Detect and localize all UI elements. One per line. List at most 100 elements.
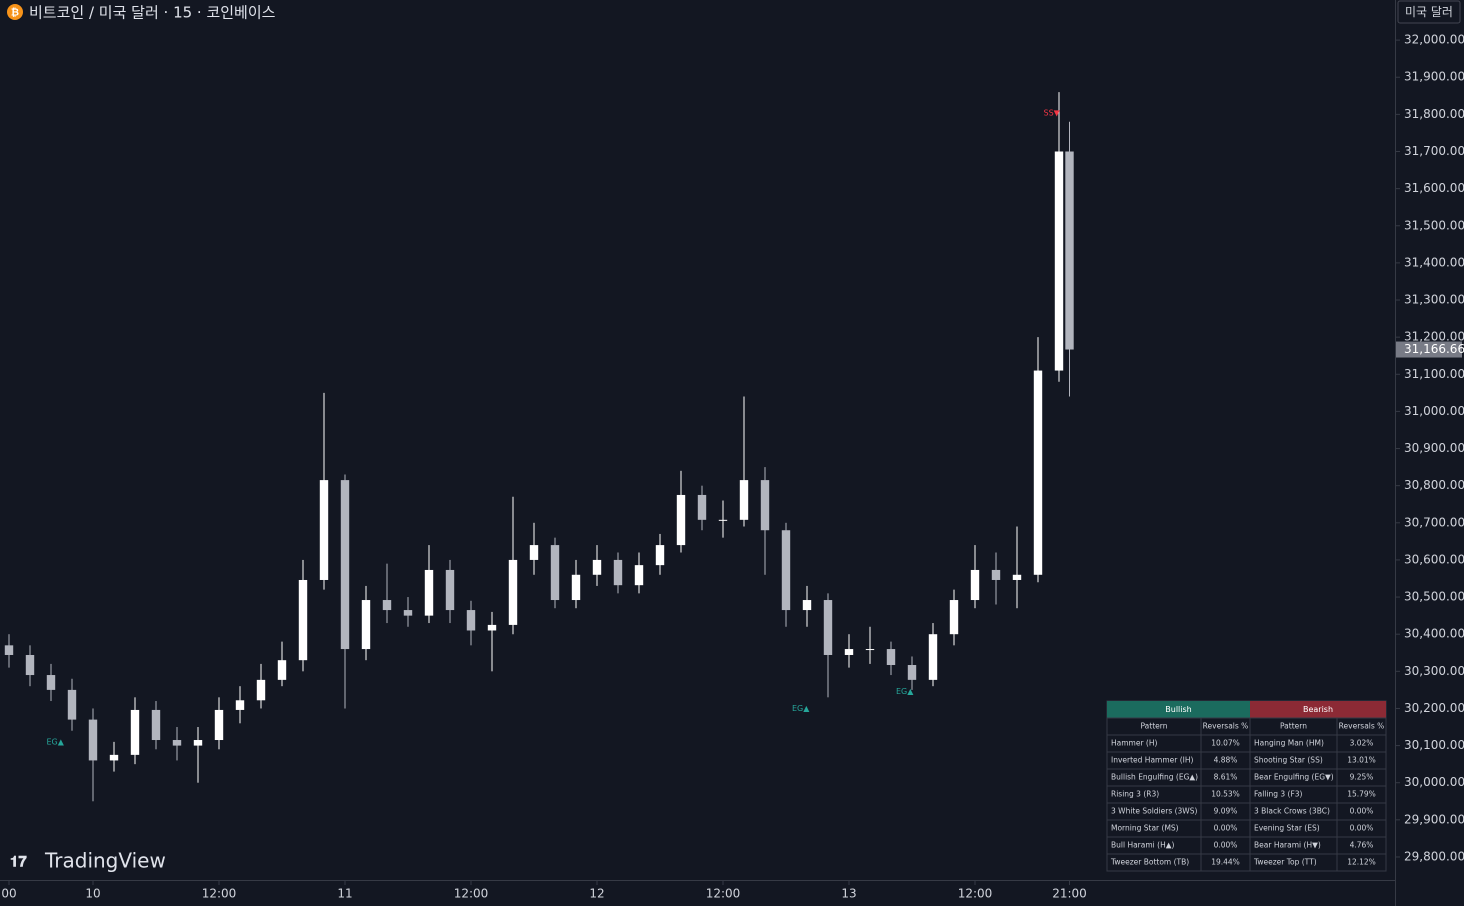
x-tick-label: 13 bbox=[841, 887, 856, 901]
y-tick-label: 31,900.00 bbox=[1404, 70, 1464, 84]
table-cell: Bear Harami (H▼) bbox=[1254, 841, 1321, 850]
candle-body bbox=[298, 579, 308, 661]
table-cell: 0.00% bbox=[1350, 824, 1374, 833]
btc-icon bbox=[7, 4, 23, 20]
table-cell: Pattern bbox=[1280, 722, 1307, 731]
candle-body bbox=[676, 494, 686, 546]
candle-body bbox=[550, 545, 560, 601]
table-cell: Reversals % bbox=[1339, 722, 1385, 731]
table-cell: 9.09% bbox=[1214, 807, 1238, 816]
candle-body bbox=[277, 660, 287, 680]
y-tick-label: 30,800.00 bbox=[1404, 478, 1464, 492]
candle-body bbox=[823, 600, 833, 655]
table-cell: 10.53% bbox=[1211, 790, 1240, 799]
candle-body bbox=[865, 649, 875, 651]
candle-body bbox=[4, 645, 14, 655]
candle-body bbox=[151, 709, 161, 741]
y-tick-label: 30,600.00 bbox=[1404, 552, 1464, 566]
y-tick-label: 31,300.00 bbox=[1404, 293, 1464, 307]
x-tick-label: 12 bbox=[589, 887, 604, 901]
candle-body bbox=[508, 559, 518, 625]
candle-body bbox=[424, 569, 434, 616]
candle-body bbox=[991, 569, 1001, 580]
table-cell: 9.25% bbox=[1350, 773, 1374, 782]
candle-body bbox=[340, 480, 350, 650]
x-tick-label: 12:00 bbox=[706, 887, 741, 901]
table-header: Bearish bbox=[1303, 705, 1333, 714]
candle-body bbox=[760, 480, 770, 531]
table-cell: Bull Harami (H▲) bbox=[1111, 841, 1174, 850]
table-cell: Bullish Engulfing (EG▲) bbox=[1111, 773, 1198, 782]
table-cell: 3 White Soldiers (3WS) bbox=[1111, 807, 1197, 816]
x-tick-label: 11 bbox=[337, 887, 352, 901]
candle-body bbox=[46, 675, 56, 690]
candle-body bbox=[781, 530, 791, 611]
logo-mark: 𝟏𝟕 bbox=[10, 853, 27, 871]
y-tick-label: 30,300.00 bbox=[1404, 664, 1464, 678]
candle-body bbox=[802, 600, 812, 611]
x-tick-label: 21:00 bbox=[1052, 887, 1087, 901]
table-cell: 3.02% bbox=[1350, 739, 1374, 748]
candle-body bbox=[382, 600, 392, 611]
x-tick-label: 12:00 bbox=[202, 887, 237, 901]
x-tick-label: 12:00 bbox=[454, 887, 489, 901]
candle-body bbox=[130, 709, 140, 755]
table-cell: 3 Black Crows (3BC) bbox=[1254, 807, 1330, 816]
y-tick-label: 29,900.00 bbox=[1404, 812, 1464, 826]
table-cell: Tweezer Top (TT) bbox=[1253, 858, 1317, 867]
brand: TradingView bbox=[44, 849, 166, 873]
y-tick-label: 31,000.00 bbox=[1404, 404, 1464, 418]
candle-body bbox=[718, 519, 728, 521]
candle-body bbox=[403, 610, 413, 616]
y-tick-label: 31,200.00 bbox=[1404, 330, 1464, 344]
table-cell: Hammer (H) bbox=[1111, 739, 1157, 748]
table-cell: 19.44% bbox=[1211, 858, 1240, 867]
table-cell: Pattern bbox=[1141, 722, 1168, 731]
y-tick-label: 31,700.00 bbox=[1404, 144, 1464, 158]
candle-body bbox=[844, 649, 854, 655]
table-cell: Reversals % bbox=[1203, 722, 1249, 731]
table-cell: Morning Star (MS) bbox=[1111, 824, 1179, 833]
chart-title: 비트코인 / 미국 달러 · 15 · 코인베이스 bbox=[29, 4, 276, 22]
table-header-cell bbox=[1107, 701, 1250, 718]
candle-body bbox=[193, 740, 203, 746]
candle-body bbox=[529, 545, 539, 560]
table-cell: 8.61% bbox=[1214, 773, 1238, 782]
table-cell: Shooting Star (SS) bbox=[1254, 756, 1323, 765]
table-cell: Rising 3 (R3) bbox=[1111, 790, 1159, 799]
currency-button[interactable] bbox=[1397, 0, 1461, 24]
table-cell: 0.00% bbox=[1350, 807, 1374, 816]
candle-body bbox=[949, 600, 959, 635]
currency-label[interactable]: 미국 달러 bbox=[1405, 5, 1453, 19]
candle-body bbox=[592, 559, 602, 575]
y-tick-label: 29,800.00 bbox=[1404, 849, 1464, 863]
table-cell: 10.07% bbox=[1211, 739, 1240, 748]
table-cell: 12.12% bbox=[1347, 858, 1376, 867]
y-tick-label: 31,800.00 bbox=[1404, 107, 1464, 121]
y-tick-label: 31,500.00 bbox=[1404, 218, 1464, 232]
candle-body bbox=[319, 480, 329, 580]
candle-body bbox=[634, 565, 644, 586]
x-tick-label: 00 bbox=[1, 887, 16, 901]
candle-body bbox=[571, 574, 581, 601]
pattern-annotation: EG▲ bbox=[792, 704, 810, 713]
candle-body bbox=[361, 600, 371, 650]
table-cell: Bear Engulfing (EG▼) bbox=[1254, 773, 1334, 782]
candle-body bbox=[697, 494, 707, 520]
table-cell: 0.00% bbox=[1214, 841, 1238, 850]
y-tick-label: 30,700.00 bbox=[1404, 515, 1464, 529]
table-cell: 15.79% bbox=[1347, 790, 1376, 799]
y-tick-label: 31,100.00 bbox=[1404, 367, 1464, 381]
last-price-label: 31,166.66 bbox=[1404, 342, 1464, 356]
candle-body bbox=[214, 709, 224, 741]
candle-body bbox=[487, 624, 497, 631]
candle-body bbox=[109, 754, 119, 761]
candle-body bbox=[907, 665, 917, 680]
candle-body bbox=[1054, 151, 1064, 371]
table-cell: Tweezer Bottom (TB) bbox=[1110, 858, 1189, 867]
candle-body bbox=[739, 480, 749, 520]
y-tick-label: 30,400.00 bbox=[1404, 627, 1464, 641]
btc-symbol: ₿ bbox=[11, 7, 19, 19]
candle-body bbox=[655, 545, 665, 566]
